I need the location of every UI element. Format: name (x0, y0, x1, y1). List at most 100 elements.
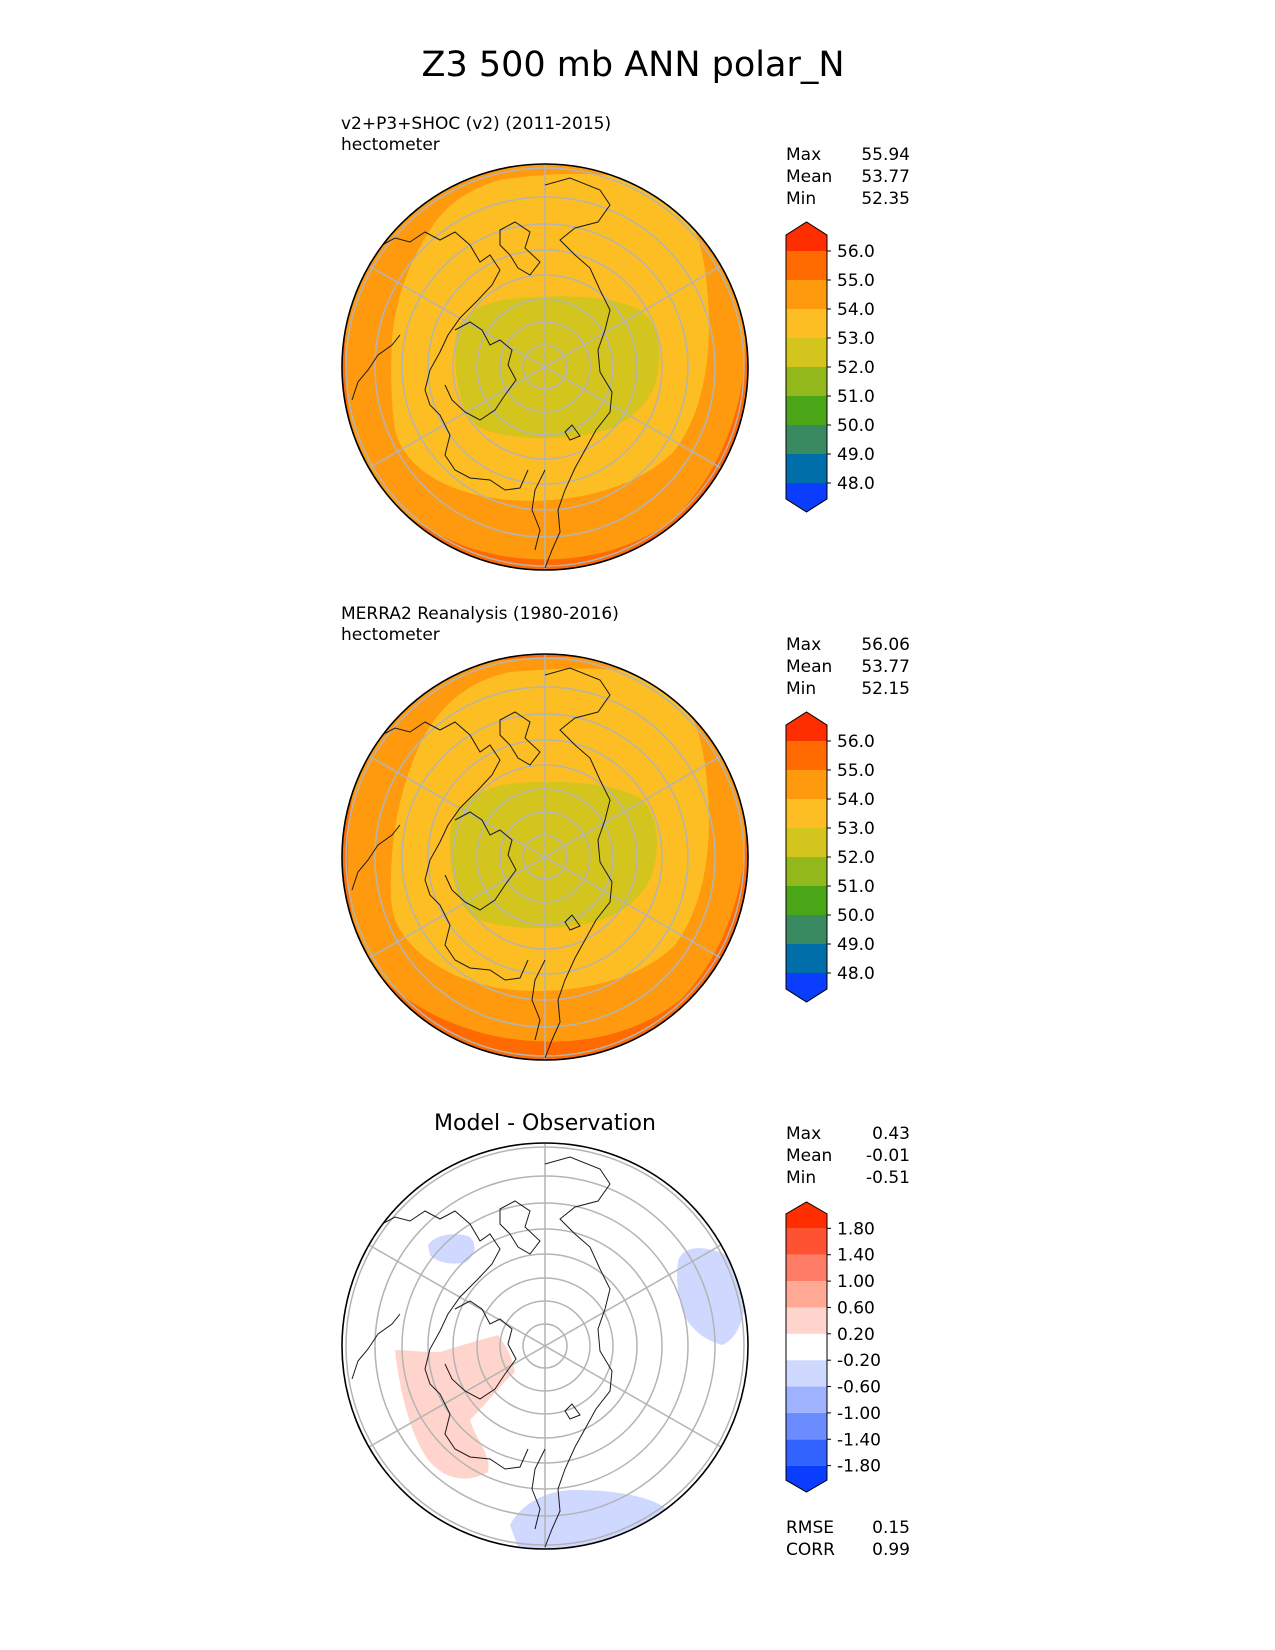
map-coastlines (351, 667, 613, 1059)
colorbar-tick-label: -0.60 (837, 1378, 881, 1398)
stat-value-max: 0.43 (872, 1124, 910, 1144)
colorbar-segment (786, 1333, 827, 1361)
colorbar-tick-label: 52.0 (837, 358, 875, 378)
panel-units: hectometer (341, 135, 440, 155)
colorbar-segment (786, 944, 827, 973)
colorbar-tick-label: 0.20 (837, 1325, 875, 1345)
map-boundary (341, 1142, 749, 1550)
stat-value-min: -0.51 (866, 1168, 910, 1188)
colorbar-extension-min (786, 1465, 827, 1492)
colorbar-tick-label: 54.0 (837, 790, 875, 810)
colorbar-outline (785, 221, 828, 513)
stat-label-mean: Mean (786, 167, 832, 187)
colorbar-segment (786, 251, 827, 280)
colorbar-segment (786, 1228, 827, 1255)
colorbar-outline (785, 1201, 828, 1493)
colorbar-tick-label: 55.0 (837, 271, 875, 291)
colorbar-segment (786, 1412, 827, 1440)
map-coastlines (351, 177, 613, 569)
panel-reference: MERRA2 Reanalysis (1980-2016) hectometer (341, 604, 910, 1061)
colorbar-tick-label: 55.0 (837, 761, 875, 781)
colorbar-segment (786, 1360, 827, 1387)
colorbar-segment (786, 309, 827, 338)
colorbar-tick-label: -1.40 (837, 1430, 881, 1450)
panel-title: v2+P3+SHOC (v2) (2011-2015) (341, 114, 611, 134)
colorbar-segment (786, 741, 827, 770)
colorbar-tick-label: 53.0 (837, 819, 875, 839)
colorbar-segment (786, 1386, 827, 1413)
colorbar-tick-label: 0.60 (837, 1298, 875, 1318)
colorbar-tick-label: 49.0 (837, 445, 875, 465)
stat-label-corr: CORR (786, 1540, 835, 1560)
colorbar-segment (786, 338, 827, 367)
colorbar-tick-label: 1.40 (837, 1246, 875, 1266)
colorbar-tick-label: 48.0 (837, 964, 875, 984)
colorbar-segment (786, 1307, 827, 1334)
colorbar-tick-label: 50.0 (837, 906, 875, 926)
stat-label-min: Min (786, 679, 816, 699)
colorbar-segment (786, 1281, 827, 1308)
colorbar-segment (786, 454, 827, 483)
colorbar-extension-min (786, 483, 827, 512)
colorbar-segment (786, 857, 827, 886)
figure-title: Z3 500 mb ANN polar_N (421, 45, 844, 85)
colorbar-tick-label: 48.0 (837, 474, 875, 494)
colorbar-extension-max (786, 1202, 827, 1229)
colorbar-outline (785, 711, 828, 1003)
colorbar: -1.80 -1.40 -1.00 -0.60 -0.20 0.20 0.60 1.00 1.4… (785, 1201, 881, 1493)
colorbar: 48.0 49.0 50.0 51.0 52.0 53.0 54.0 55.0 56.0 (785, 221, 875, 513)
colorbar-segment (786, 799, 827, 828)
colorbar-segment (786, 915, 827, 944)
stat-value-max: 56.06 (861, 635, 910, 655)
colorbar-tick-label: -1.80 (837, 1457, 881, 1477)
panel-difference: Model - Observation (341, 1111, 910, 1560)
map-coastlines (351, 1156, 613, 1548)
stat-value-mean: -0.01 (866, 1146, 910, 1166)
stat-value-min: 52.35 (861, 189, 910, 209)
stat-label-max: Max (786, 145, 821, 165)
colorbar-tick-label: 49.0 (837, 935, 875, 955)
stat-label-max: Max (786, 1124, 821, 1144)
map-graticule (345, 1143, 745, 1549)
colorbar-segment (786, 770, 827, 799)
colorbar-tick-label: 51.0 (837, 877, 875, 897)
stats-block: Max 55.94 Mean 53.77 Min 52.35 (786, 145, 910, 209)
map-graticule (345, 164, 745, 570)
stat-label-mean: Mean (786, 657, 832, 677)
colorbar-extension-max (786, 712, 827, 741)
colorbar-segment (786, 367, 827, 396)
stat-value-max: 55.94 (861, 145, 910, 165)
panel-center-title: Model - Observation (434, 1111, 656, 1136)
stat-label-rmse: RMSE (786, 1518, 834, 1538)
stat-value-min: 52.15 (861, 679, 910, 699)
panel-title: MERRA2 Reanalysis (1980-2016) (341, 604, 619, 624)
colorbar-tick-label: 1.00 (837, 1272, 875, 1292)
colorbar-segment (786, 886, 827, 915)
stat-label-mean: Mean (786, 1146, 832, 1166)
colorbar-segment (786, 1254, 827, 1282)
panel-test: v2+P3+SHOC (v2) (2011-2015) hectometer (341, 114, 910, 571)
colorbar-tick-label: 1.80 (837, 1219, 875, 1239)
stat-value-rmse: 0.15 (872, 1518, 910, 1538)
colorbar-segment (786, 280, 827, 309)
stat-value-mean: 53.77 (861, 657, 910, 677)
colorbar-tick-label: -1.00 (837, 1404, 881, 1424)
colorbar-extension-min (786, 973, 827, 1002)
map-graticule (345, 654, 745, 1060)
map-boundary (341, 163, 749, 571)
stat-label-min: Min (786, 189, 816, 209)
stat-label-max: Max (786, 635, 821, 655)
panel-units: hectometer (341, 625, 440, 645)
colorbar-tick-label: 56.0 (837, 242, 875, 262)
stat-value-mean: 53.77 (861, 167, 910, 187)
colorbar-segment (786, 1439, 827, 1466)
footer-stats: RMSE 0.15 CORR 0.99 (786, 1518, 910, 1560)
colorbar-segment (786, 828, 827, 857)
stats-block: Max 56.06 Mean 53.77 Min 52.15 (786, 635, 910, 699)
colorbar-extension-max (786, 222, 827, 251)
colorbar-tick-label: 56.0 (837, 732, 875, 752)
colorbar-tick-label: 53.0 (837, 329, 875, 349)
colorbar-tick-label: 51.0 (837, 387, 875, 407)
colorbar-segment (786, 425, 827, 454)
